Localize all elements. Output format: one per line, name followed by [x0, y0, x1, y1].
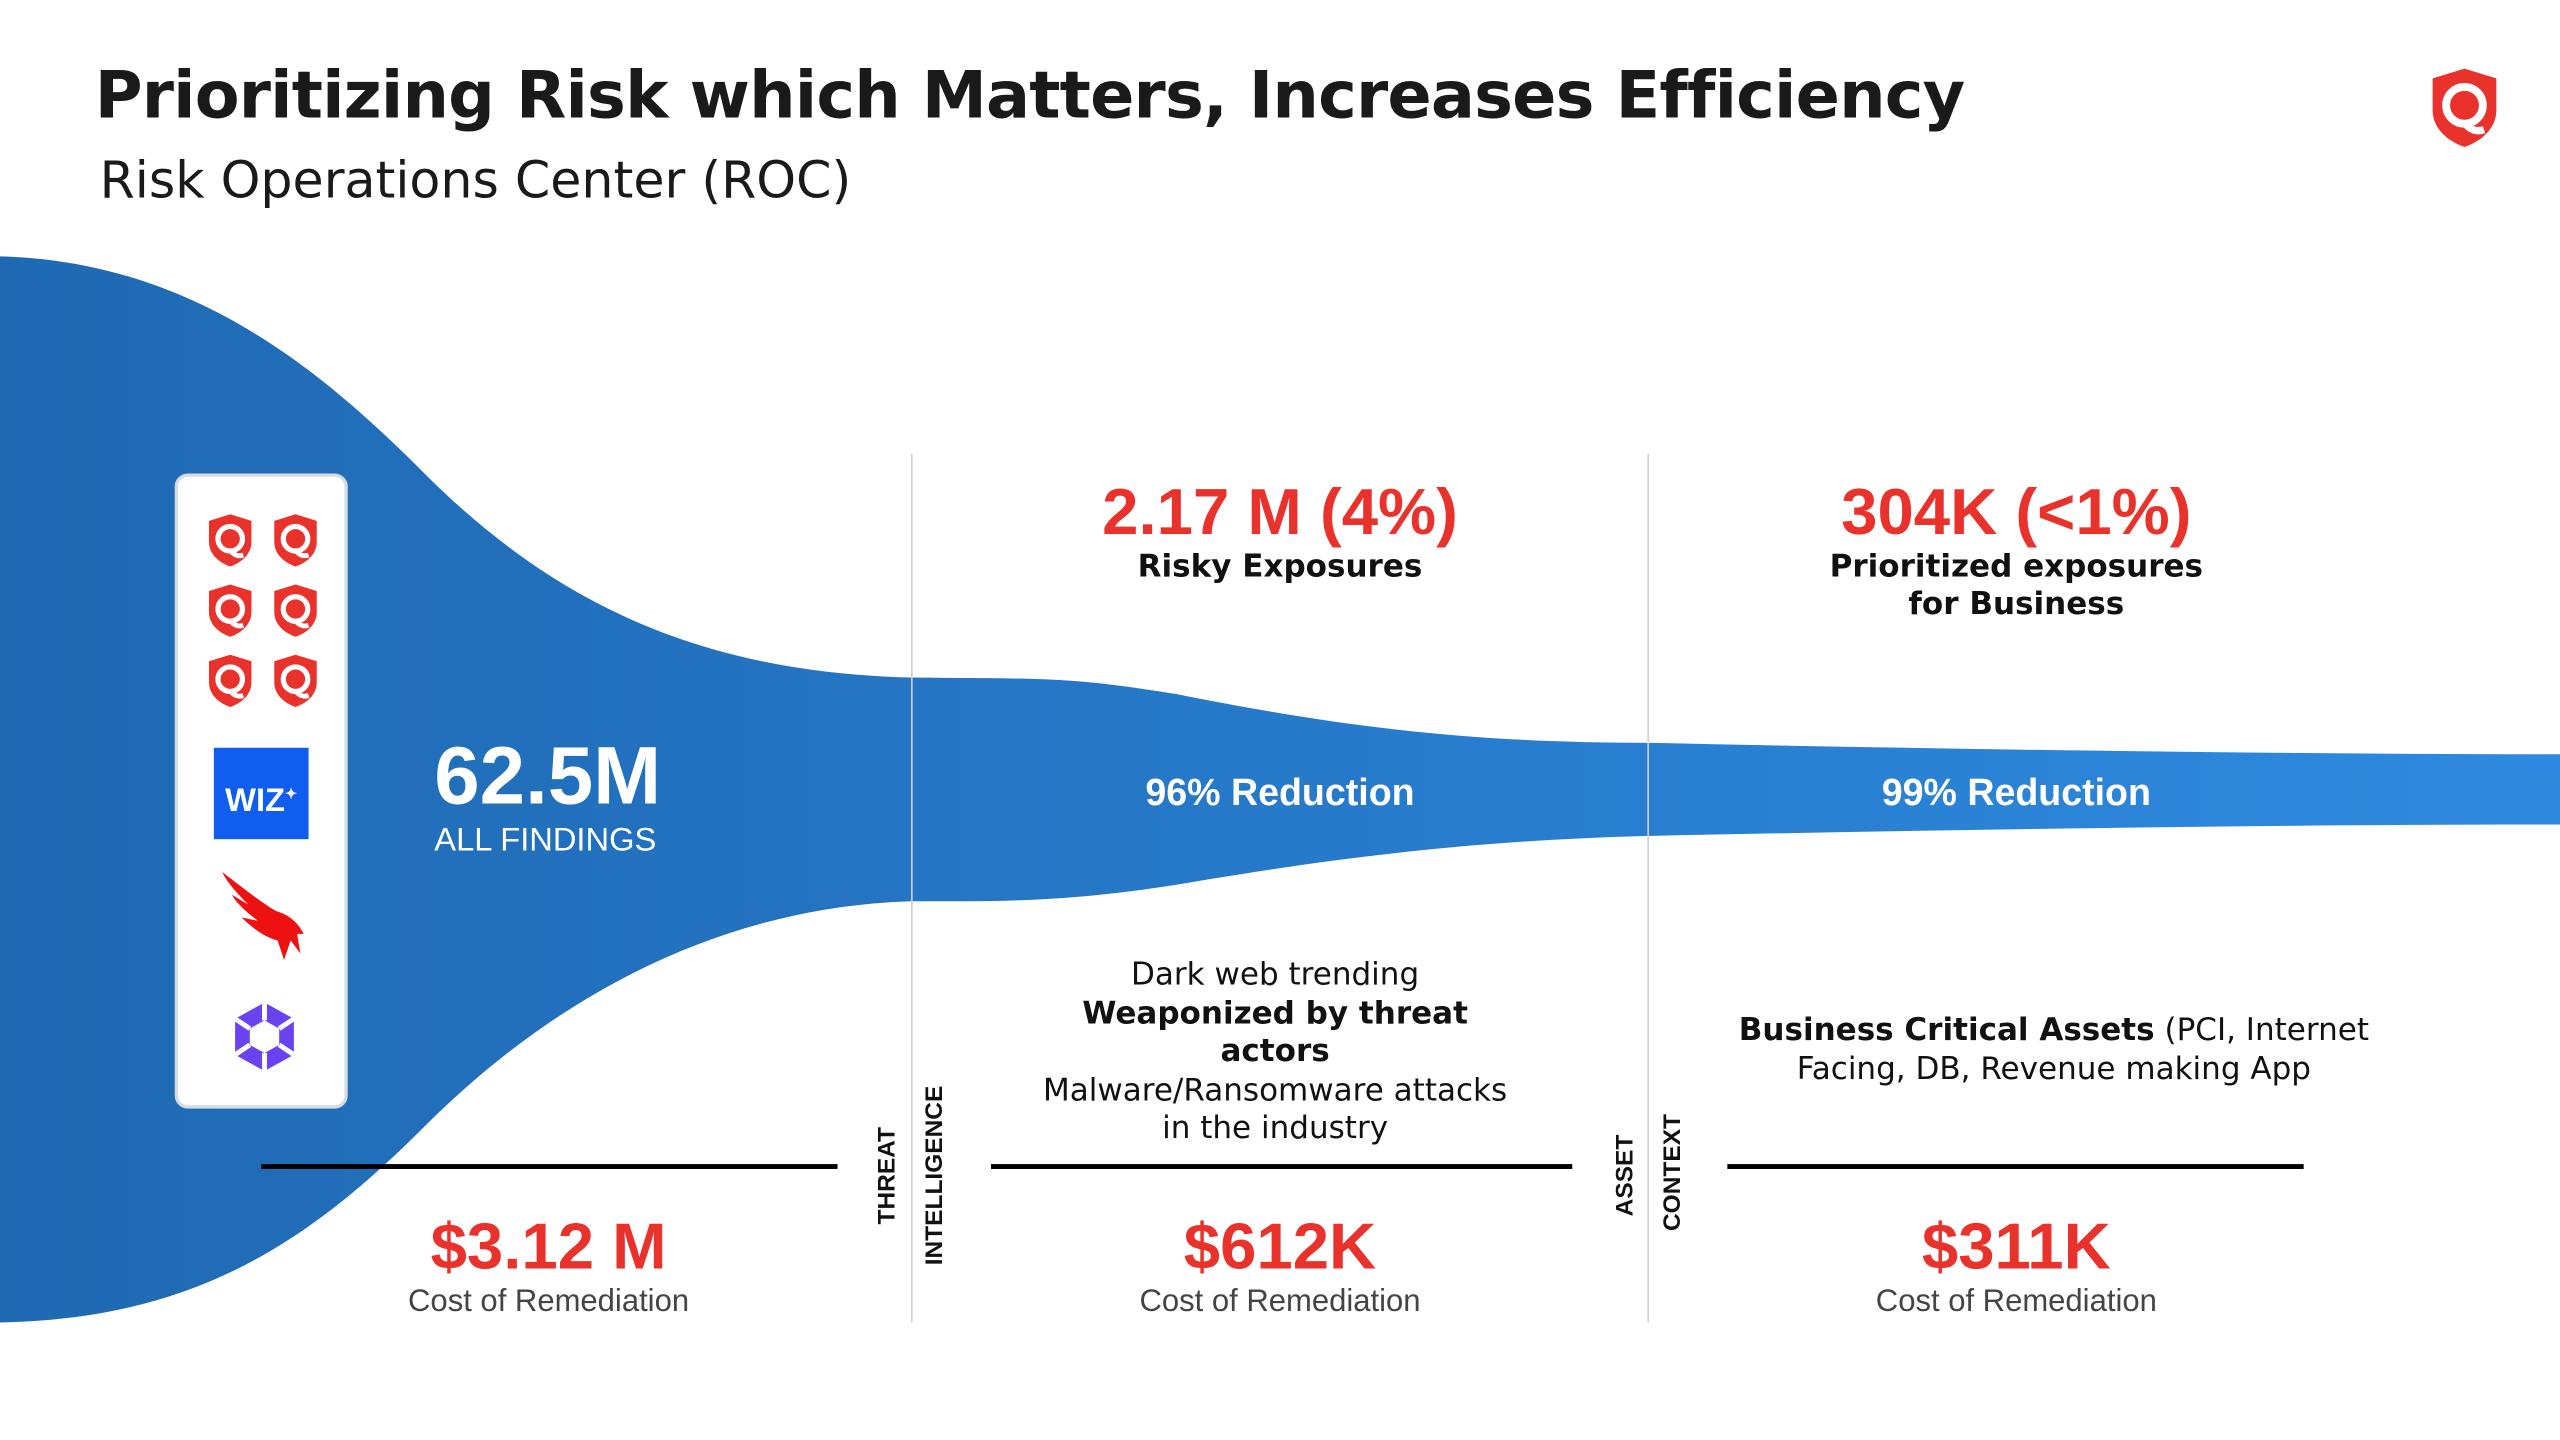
all-findings-label: ALL FINDINGS	[434, 822, 657, 859]
stage-divider	[1647, 453, 1649, 1323]
cost-label: Cost of Remediation	[1875, 1284, 2157, 1320]
label-line: for Business	[1908, 586, 2125, 623]
desc-line: Malware/Ransomware attacks in the indust…	[1042, 1071, 1508, 1147]
crowdstrike-logo	[222, 871, 304, 960]
wiz-text: WIZ	[225, 783, 285, 820]
threat-intel-description: Dark web trending Weaponized by threat a…	[1022, 957, 1528, 1149]
label-line: Prioritized exposures	[1829, 548, 2204, 585]
cost-label: Cost of Remediation	[408, 1284, 690, 1320]
cost-label: Cost of Remediation	[1139, 1284, 1421, 1320]
filter-label-asset: ASSET	[1611, 1134, 1640, 1217]
page-title: Prioritizing Risk which Matters, Increas…	[94, 58, 1966, 134]
separator-line	[1727, 1164, 2304, 1169]
risky-exposures-value: 2.17 M (4%)	[1102, 476, 1458, 549]
desc-bold: Business Critical Assets	[1738, 1012, 2155, 1049]
qualys-icon	[271, 653, 320, 709]
prioritized-exposures-value: 304K (<1%)	[1841, 476, 2192, 549]
filter-label-threat: THREAT	[873, 1126, 902, 1225]
hexagon-logo	[233, 1002, 296, 1072]
page-subtitle: Risk Operations Center (ROC)	[99, 151, 852, 211]
qualys-icon	[271, 513, 320, 569]
cost-value: $612K	[1183, 1211, 1377, 1284]
prioritized-exposures-label: Prioritized exposures for Business	[1830, 549, 2203, 624]
reduction-label: 96% Reduction	[1145, 770, 1415, 814]
desc-line: Dark web trending	[1131, 956, 1420, 993]
separator-line	[261, 1164, 838, 1169]
filter-label-context: CONTEXT	[1658, 1114, 1687, 1232]
qualys-icon	[206, 653, 255, 709]
qualys-icon	[206, 513, 255, 569]
asset-context-description: Business Critical Assets (PCI, Internet …	[1736, 1012, 2373, 1089]
stage-divider	[911, 453, 913, 1323]
qualys-icon	[206, 583, 255, 639]
sources-card: WIZ✦	[174, 473, 348, 1109]
desc-rest: (PCI, Internet Facing, DB, Revenue makin…	[1796, 1012, 2370, 1087]
risky-exposures-label: Risky Exposures	[1137, 548, 1423, 585]
desc-bold-line: Weaponized by threat actors	[1082, 995, 1468, 1070]
cost-value: $3.12 M	[430, 1211, 667, 1284]
cost-value: $311K	[1921, 1211, 2111, 1284]
filter-label-intelligence: INTELLIGENCE	[920, 1085, 949, 1266]
wiz-logo: WIZ✦	[213, 747, 309, 840]
all-findings-value: 62.5M	[434, 729, 662, 822]
qualys-logo-icon	[2432, 68, 2497, 147]
reduction-label: 99% Reduction	[1881, 770, 2151, 814]
qualys-icon	[271, 583, 320, 639]
separator-line	[991, 1164, 1573, 1169]
